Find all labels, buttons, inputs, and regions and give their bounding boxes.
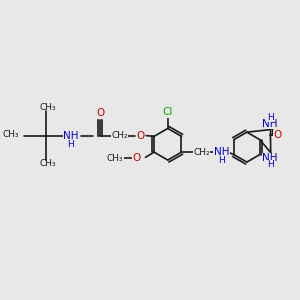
Text: CH₂: CH₂: [111, 131, 128, 140]
Text: H: H: [267, 160, 274, 169]
Text: CH₃: CH₃: [39, 103, 56, 112]
Text: CH₃: CH₃: [107, 154, 124, 163]
Text: H: H: [267, 113, 274, 122]
Text: O: O: [132, 154, 140, 164]
Text: O: O: [274, 130, 282, 140]
Text: H: H: [218, 156, 225, 165]
Text: NH: NH: [262, 153, 278, 163]
Text: NH: NH: [214, 147, 229, 157]
Text: NH: NH: [262, 119, 278, 129]
Text: H: H: [68, 140, 74, 149]
Text: CH₃: CH₃: [2, 130, 19, 139]
Text: CH₂: CH₂: [193, 148, 210, 157]
Text: CH₃: CH₃: [39, 159, 56, 168]
Text: O: O: [136, 130, 145, 141]
Text: O: O: [96, 108, 104, 118]
Text: NH: NH: [63, 130, 79, 141]
Text: Cl: Cl: [163, 107, 173, 117]
